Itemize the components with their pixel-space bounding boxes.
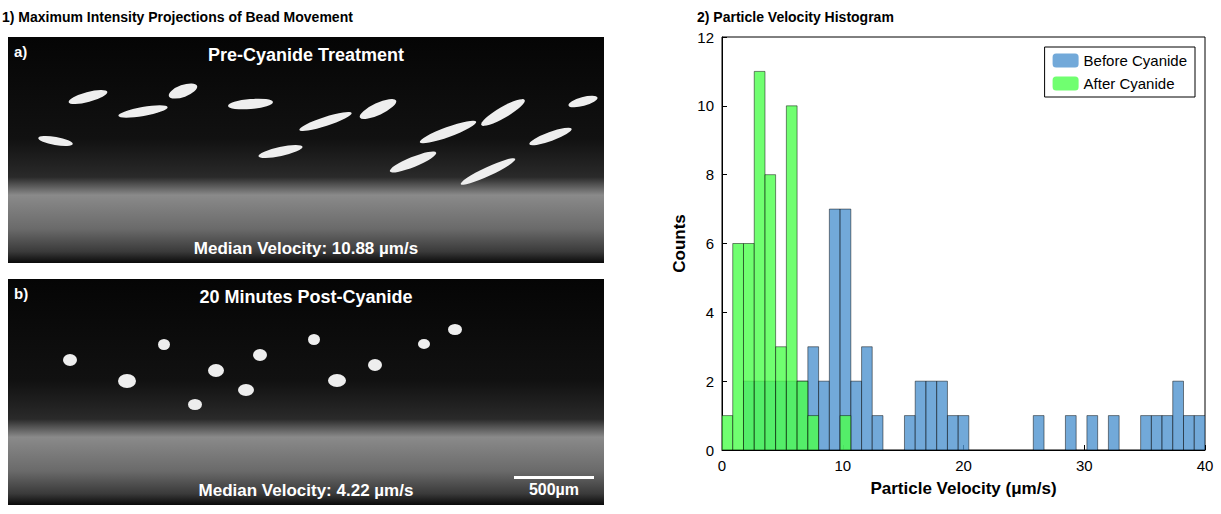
html-text:500µm: 500µm bbox=[528, 481, 580, 498]
svg-text:40: 40 bbox=[1197, 457, 1214, 474]
html-text:a): a) bbox=[14, 43, 28, 60]
svg-text:2: 2 bbox=[706, 373, 714, 390]
html-text:20 Minutes Post-Cyanide: 20 Minutes Post-Cyanide bbox=[199, 287, 413, 307]
svg-text:20: 20 bbox=[955, 457, 972, 474]
html-text:Median Velocity: 10.88 µm/s: Median Velocity: 10.88 µm/s bbox=[193, 239, 419, 258]
svg-text:0: 0 bbox=[706, 442, 714, 459]
svg-text:4: 4 bbox=[706, 304, 714, 321]
html-text:1) Maximum Intensity Projectio: 1) Maximum Intensity Projections of Bead… bbox=[2, 9, 353, 25]
svg-text:After Cyanide: After Cyanide bbox=[1084, 75, 1175, 92]
svg-text:12: 12 bbox=[697, 29, 714, 46]
svg-text:10: 10 bbox=[697, 97, 714, 114]
svg-text:6: 6 bbox=[706, 235, 714, 252]
svg-text:Before Cyanide: Before Cyanide bbox=[1084, 52, 1187, 69]
svg-text:0: 0 bbox=[718, 457, 726, 474]
html-text:Median Velocity: 4.22 µm/s: Median Velocity: 4.22 µm/s bbox=[198, 481, 414, 500]
svg-text:10: 10 bbox=[834, 457, 851, 474]
html-text:2) Particle Velocity Histogram: 2) Particle Velocity Histogram bbox=[697, 9, 894, 25]
svg-text:Counts: Counts bbox=[670, 214, 689, 273]
html-text:b): b) bbox=[14, 285, 29, 302]
svg-text:30: 30 bbox=[1076, 457, 1093, 474]
svg-text:Particle Velocity (μm/s): Particle Velocity (μm/s) bbox=[870, 479, 1056, 498]
svg-text:8: 8 bbox=[706, 166, 714, 183]
html-text:Pre-Cyanide Treatment: Pre-Cyanide Treatment bbox=[208, 45, 404, 65]
